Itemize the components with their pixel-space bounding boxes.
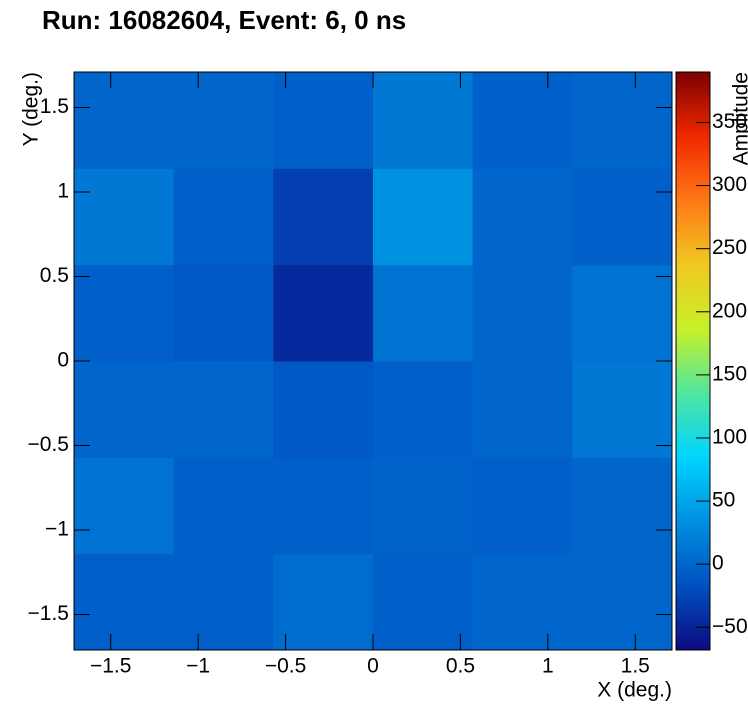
heatmap-cell	[472, 457, 573, 555]
y-tick-label: −1	[45, 518, 69, 541]
heatmap-cell	[273, 72, 374, 169]
heatmap-cell	[173, 264, 274, 362]
heatmap-cell	[173, 72, 274, 169]
heatmap-cell	[572, 168, 673, 266]
z-axis-label: Amplitude	[730, 72, 748, 165]
x-tick-label: −1.5	[90, 655, 131, 678]
y-tick-label: 0.5	[40, 264, 69, 287]
y-tick-label: 1.5	[40, 95, 69, 118]
heatmap-cell	[572, 264, 673, 362]
heatmap-cell	[273, 553, 374, 651]
y-tick-label: 1	[57, 180, 69, 203]
heatmap-cell	[472, 168, 573, 266]
x-tick-label: 0.5	[446, 655, 475, 678]
heatmap-cell	[74, 457, 175, 555]
heatmap-cell	[74, 264, 175, 362]
heatmap-cell	[572, 553, 673, 651]
heatmap-cell	[472, 361, 573, 458]
z-tick-label: −50	[712, 615, 748, 638]
z-tick-label: 300	[712, 173, 747, 196]
color-bar	[675, 71, 711, 651]
y-tick-label: −1.5	[28, 602, 69, 625]
heatmap-cell	[273, 168, 374, 266]
heatmap-cell	[572, 72, 673, 169]
chart-title: Run: 16082604, Event: 6, 0 ns	[42, 5, 406, 35]
z-tick-label: 250	[712, 236, 747, 259]
z-tick-label: 150	[712, 362, 747, 385]
z-tick-label: 350	[712, 110, 747, 133]
heatmap-cell	[74, 361, 175, 458]
heatmap-cell	[572, 457, 673, 555]
z-tick-label: 50	[712, 489, 735, 512]
heatmap-cell	[572, 361, 673, 458]
x-tick-label: 1	[542, 655, 554, 678]
z-tick-label: 200	[712, 299, 747, 322]
heatmap-cell	[472, 72, 573, 169]
heatmap-cell	[173, 457, 274, 555]
x-tick-label: 0	[367, 655, 379, 678]
z-tick-label: 0	[712, 552, 724, 575]
heatmap-cell	[173, 361, 274, 458]
heatmap-cell	[74, 72, 175, 169]
z-tick-label: 100	[712, 426, 747, 449]
heatmap-cell	[273, 264, 374, 362]
heatmap-cell	[472, 264, 573, 362]
heatmap-cell	[74, 168, 175, 266]
heatmap-cell	[173, 553, 274, 651]
x-tick-label: −1	[186, 655, 210, 678]
x-axis-label: X (deg.)	[597, 679, 672, 702]
heatmap-cell	[74, 553, 175, 651]
heatmap-cell	[373, 553, 474, 651]
y-axis-label: Y (deg.)	[20, 72, 43, 146]
x-tick-label: 1.5	[621, 655, 650, 678]
y-tick-label: −0.5	[28, 433, 69, 456]
heatmap-cell	[373, 361, 474, 458]
heatmap-cell	[273, 361, 374, 458]
heatmap-cell	[173, 168, 274, 266]
heatmap-cell	[273, 457, 374, 555]
heatmap-cell	[373, 72, 474, 169]
y-tick-label: 0	[57, 349, 69, 372]
heatmap-cell	[373, 264, 474, 362]
x-tick-label: −0.5	[265, 655, 306, 678]
heatmap-cell	[373, 168, 474, 266]
heatmap-cell	[373, 457, 474, 555]
heatmap-cell	[472, 553, 573, 651]
